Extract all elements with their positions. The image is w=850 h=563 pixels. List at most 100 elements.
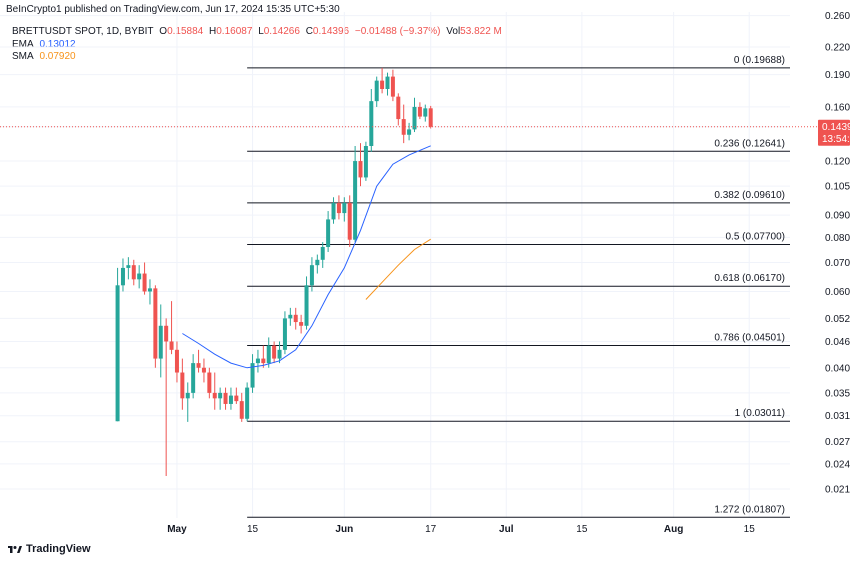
candle-body: [347, 203, 352, 240]
candle-body: [358, 161, 363, 178]
candle-body: [288, 314, 293, 319]
price-tag-box: [818, 119, 850, 146]
candle-body: [428, 108, 433, 127]
price-axis-label: 0.03500: [825, 388, 850, 399]
time-axis-label: 17: [425, 524, 437, 535]
price-axis-label: 0.02100: [825, 484, 850, 495]
candle-body: [207, 372, 212, 393]
candle-body: [180, 372, 185, 399]
time-axis-label: 15: [247, 524, 259, 535]
price-axis-label: 0.19000: [825, 70, 850, 81]
candle-body: [272, 345, 277, 359]
publish-text: BeInCrypto1 published on TradingView.com…: [6, 4, 340, 15]
candle-body: [261, 358, 266, 364]
price-axis-label: 0.04600: [825, 337, 850, 348]
ohlc-row: BRETTUSDT SPOT, 1D, BYBIT O0.15884 H0.16…: [12, 26, 505, 39]
low-label: L: [258, 26, 264, 37]
candle-body: [228, 395, 233, 404]
candle-body: [266, 345, 271, 364]
candle-body: [369, 101, 374, 146]
candle-body: [380, 80, 385, 89]
candle-body: [115, 285, 120, 422]
candle-body: [336, 203, 341, 214]
fib-level-label: 0.618 (0.06170): [714, 273, 785, 284]
fib-level-label: 0 (0.19688): [734, 55, 785, 66]
price-axis-label: 0.26000: [825, 11, 850, 22]
fib-level-label: 0.5 (0.07700): [726, 232, 786, 243]
candle-body: [234, 395, 239, 402]
change-value: −0.01488 (−9.37%): [354, 26, 441, 37]
price-axis-label: 0.04000: [825, 363, 850, 374]
price-axis-label: 0.02400: [825, 459, 850, 470]
candle-body: [390, 76, 395, 97]
price-axis-label: 0.08000: [825, 233, 850, 244]
time-axis-label: 15: [576, 524, 588, 535]
candle-body: [363, 145, 368, 178]
time-axis-label: May: [167, 524, 187, 535]
candle-body: [282, 318, 287, 350]
candle-body: [191, 363, 196, 393]
open-value: 0.15884: [167, 26, 204, 37]
candle-body: [245, 387, 250, 419]
time-axis[interactable]: May 15 Jun 17 Jul 15 Aug 15: [167, 524, 755, 535]
candle-body: [239, 401, 244, 419]
indicator-lines: [0, 126, 818, 369]
candle-body: [417, 106, 422, 117]
candle-body: [126, 265, 131, 268]
candle-body: [185, 392, 190, 399]
high-value: 0.16087: [216, 26, 253, 37]
candle-body: [374, 80, 379, 102]
candle-body: [315, 259, 320, 266]
candle-body: [223, 392, 228, 404]
volume-label: Vol: [446, 26, 461, 37]
chart-grid: [0, 12, 790, 518]
price-axis-label: 0.07000: [825, 258, 850, 269]
candle-body: [331, 203, 336, 220]
symbol-label: BRETTUSDT SPOT, 1D, BYBIT: [12, 26, 154, 37]
candle-body: [212, 392, 217, 399]
ema-line: [182, 145, 431, 369]
sma-value: 0.07920: [39, 51, 76, 62]
price-axis[interactable]: 0.26000 0.22000 0.19000 0.16000 0.12000 0.105…: [825, 11, 850, 495]
time-axis-label: Jul: [499, 524, 514, 535]
candle-body: [131, 265, 136, 280]
price-axis-label: 0.06000: [825, 287, 850, 298]
tradingview-footer[interactable]: TradingView: [8, 543, 91, 555]
candle-body: [385, 76, 390, 89]
time-axis-label: Aug: [664, 524, 683, 535]
candle-body: [326, 219, 331, 247]
candle-body: [174, 349, 179, 373]
candle-body: [309, 265, 314, 286]
candle-body: [120, 267, 125, 286]
candle-body: [423, 108, 428, 117]
price-axis-label: 0.10500: [825, 182, 850, 193]
fibonacci-levels: 0 (0.19688) 0.236 (0.12641) 0.382 (0.09610…: [247, 55, 790, 518]
high-label: H: [209, 26, 217, 37]
candle-body: [320, 246, 325, 260]
time-axis-label: Jun: [335, 524, 353, 535]
candle-body: [299, 322, 304, 326]
candle-body: [153, 288, 158, 359]
price-axis-label: 0.02700: [825, 437, 850, 448]
candlestick-series: [115, 67, 433, 477]
price-axis-label: 0.16000: [825, 102, 850, 113]
low-value: 0.14266: [263, 26, 300, 37]
price-axis-label: 0.12000: [825, 157, 850, 168]
candle-body: [353, 161, 358, 240]
candle-body: [255, 358, 260, 364]
candle-body: [218, 392, 223, 399]
candle-body: [201, 367, 206, 373]
close-value: 0.14396: [312, 26, 350, 37]
candle-body: [396, 96, 401, 120]
price-axis-label: 0.09000: [825, 211, 850, 222]
sma-line: [365, 238, 431, 300]
close-label: C: [305, 26, 313, 37]
candle-body: [407, 129, 412, 135]
tradingview-logo-icon: [8, 546, 22, 553]
candle-body: [250, 363, 255, 388]
fib-level-label: 0.786 (0.04501): [714, 333, 785, 344]
fib-level-label: 1.272 (0.01807): [714, 504, 785, 515]
volume-value: 53.822 M: [460, 26, 502, 37]
ema-row: EMA 0.13012: [12, 39, 505, 52]
